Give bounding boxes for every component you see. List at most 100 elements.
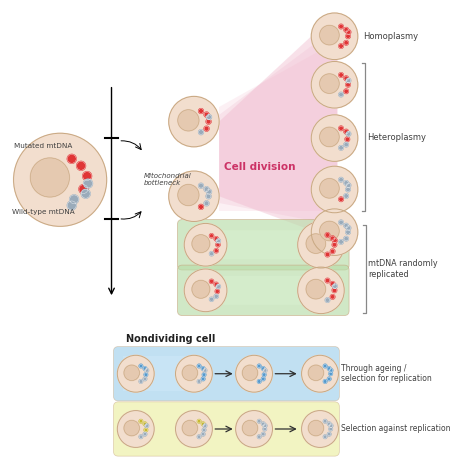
- FancyBboxPatch shape: [177, 265, 349, 316]
- Circle shape: [30, 158, 69, 197]
- Circle shape: [264, 369, 267, 372]
- Circle shape: [145, 424, 148, 428]
- Text: Wild-type mtDNA: Wild-type mtDNA: [12, 209, 74, 215]
- Circle shape: [339, 177, 343, 182]
- Circle shape: [311, 209, 358, 255]
- Circle shape: [298, 267, 344, 314]
- Circle shape: [182, 365, 198, 381]
- Circle shape: [214, 249, 218, 253]
- Circle shape: [210, 234, 214, 238]
- Circle shape: [344, 237, 348, 241]
- FancyBboxPatch shape: [113, 402, 339, 456]
- Circle shape: [199, 130, 203, 135]
- Circle shape: [306, 234, 326, 254]
- Circle shape: [175, 356, 212, 392]
- Circle shape: [169, 96, 219, 147]
- Circle shape: [242, 365, 258, 381]
- Circle shape: [216, 239, 220, 243]
- Circle shape: [139, 380, 143, 383]
- Circle shape: [139, 364, 143, 368]
- Circle shape: [339, 126, 343, 130]
- Circle shape: [206, 194, 211, 199]
- Circle shape: [330, 249, 335, 254]
- Circle shape: [214, 294, 218, 298]
- Circle shape: [202, 373, 206, 376]
- Circle shape: [204, 201, 209, 206]
- Circle shape: [204, 126, 209, 131]
- Circle shape: [124, 365, 139, 381]
- Circle shape: [169, 171, 219, 221]
- Text: Homoplasmy: Homoplasmy: [363, 32, 418, 41]
- Circle shape: [311, 13, 358, 60]
- Circle shape: [333, 238, 337, 243]
- Circle shape: [143, 377, 147, 381]
- Circle shape: [77, 162, 85, 170]
- Circle shape: [346, 183, 351, 188]
- Polygon shape: [123, 356, 196, 391]
- Text: Through ageing /
selection for replication: Through ageing / selection for replicati…: [341, 364, 432, 383]
- Circle shape: [197, 419, 201, 423]
- Circle shape: [70, 195, 79, 204]
- Circle shape: [323, 419, 327, 423]
- FancyBboxPatch shape: [177, 219, 349, 270]
- Circle shape: [216, 284, 220, 289]
- Circle shape: [262, 377, 265, 381]
- Circle shape: [344, 142, 348, 147]
- Text: Heteroplasmy: Heteroplasmy: [367, 133, 427, 142]
- Circle shape: [308, 420, 324, 436]
- Circle shape: [306, 279, 326, 299]
- Circle shape: [328, 367, 331, 370]
- Circle shape: [346, 30, 351, 34]
- Circle shape: [214, 237, 218, 241]
- Circle shape: [345, 137, 349, 141]
- Circle shape: [329, 424, 333, 428]
- Circle shape: [329, 369, 333, 372]
- Circle shape: [236, 356, 273, 392]
- Circle shape: [346, 132, 351, 136]
- Circle shape: [329, 372, 332, 375]
- Circle shape: [139, 435, 143, 438]
- Circle shape: [339, 240, 343, 244]
- Circle shape: [319, 74, 339, 93]
- Circle shape: [199, 183, 203, 188]
- Circle shape: [201, 367, 205, 370]
- Circle shape: [242, 420, 258, 436]
- Circle shape: [308, 365, 324, 381]
- Polygon shape: [219, 12, 337, 240]
- Circle shape: [319, 127, 339, 147]
- Circle shape: [204, 187, 209, 191]
- Text: Selection against replication: Selection against replication: [341, 425, 451, 434]
- FancyBboxPatch shape: [210, 230, 317, 259]
- Circle shape: [67, 201, 76, 210]
- Circle shape: [330, 236, 335, 240]
- Circle shape: [178, 184, 199, 206]
- Circle shape: [175, 410, 212, 447]
- Circle shape: [257, 364, 261, 368]
- Circle shape: [257, 435, 261, 438]
- Circle shape: [199, 109, 203, 113]
- Circle shape: [143, 422, 147, 426]
- Circle shape: [210, 297, 214, 301]
- Circle shape: [323, 364, 327, 368]
- Circle shape: [83, 179, 92, 188]
- Circle shape: [344, 41, 348, 45]
- Circle shape: [262, 422, 265, 426]
- Circle shape: [339, 44, 343, 48]
- Circle shape: [323, 380, 327, 383]
- Circle shape: [344, 181, 348, 185]
- Circle shape: [325, 298, 330, 302]
- Circle shape: [67, 155, 76, 163]
- Circle shape: [330, 295, 335, 299]
- Polygon shape: [219, 12, 337, 240]
- Circle shape: [346, 230, 350, 234]
- Circle shape: [143, 367, 147, 370]
- Circle shape: [203, 369, 207, 372]
- Circle shape: [298, 221, 344, 268]
- Circle shape: [339, 73, 343, 77]
- Polygon shape: [219, 41, 337, 211]
- Circle shape: [207, 189, 211, 194]
- Circle shape: [118, 410, 154, 447]
- Text: Nondividing cell: Nondividing cell: [126, 334, 215, 344]
- Circle shape: [192, 280, 210, 298]
- Text: mtDNA randomly
replicated: mtDNA randomly replicated: [368, 259, 438, 279]
